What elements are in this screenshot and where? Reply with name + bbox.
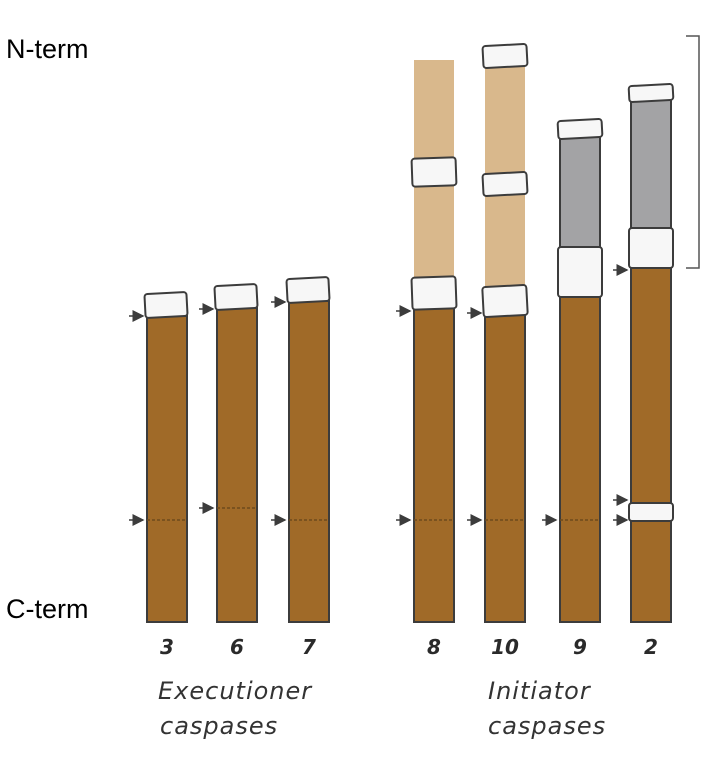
catalytic-domain (288, 300, 330, 623)
linker-segment (410, 275, 458, 311)
caspase-number-label: 3 (160, 635, 174, 659)
linker-segment (285, 276, 331, 304)
catalytic-domain (484, 314, 526, 623)
linker-segment (143, 291, 189, 319)
caspase-3-bar (129, 291, 189, 623)
caspase-7-bar (271, 276, 331, 623)
c-term-label: C-term (6, 594, 89, 624)
caspase-number-label: 8 (427, 635, 441, 659)
group-sublabel-initiator: caspases (488, 712, 606, 740)
linker-segment (627, 83, 675, 103)
catalytic-domain (630, 267, 672, 623)
caspase-8-bar (396, 60, 458, 623)
linker-segment (628, 502, 674, 522)
prodomain (559, 135, 601, 249)
linker-segment (481, 284, 529, 318)
group-label-executioner: Executioner (158, 677, 313, 705)
group-label-initiator: Initiator (488, 677, 592, 705)
caspase-6-bar (199, 283, 259, 623)
caspase-number-label: 10 (491, 635, 519, 659)
catalytic-domain (216, 307, 258, 623)
linker-segment (213, 283, 259, 311)
caspase-number-label: 6 (230, 635, 244, 659)
linker-segment (628, 227, 674, 269)
prodomain-bracket (686, 35, 700, 269)
caspase-number-label: 7 (302, 635, 316, 659)
catalytic-domain (146, 315, 188, 623)
linker-segment (556, 118, 604, 140)
catalytic-domain (559, 295, 601, 623)
caspase-number-label: 2 (644, 635, 658, 659)
linker-segment (410, 156, 458, 188)
catalytic-domain (413, 307, 455, 623)
prodomain (630, 99, 672, 229)
linker-segment (481, 43, 529, 69)
caspase-number-label: 9 (573, 635, 587, 659)
linker-segment (481, 171, 529, 197)
caspase-2-bar (613, 83, 675, 623)
caspase-9-bar (542, 118, 604, 623)
linker-segment (557, 246, 603, 298)
n-term-label: N-term (6, 34, 89, 64)
group-sublabel-executioner: caspases (160, 712, 278, 740)
caspase-10-bar (467, 43, 529, 623)
